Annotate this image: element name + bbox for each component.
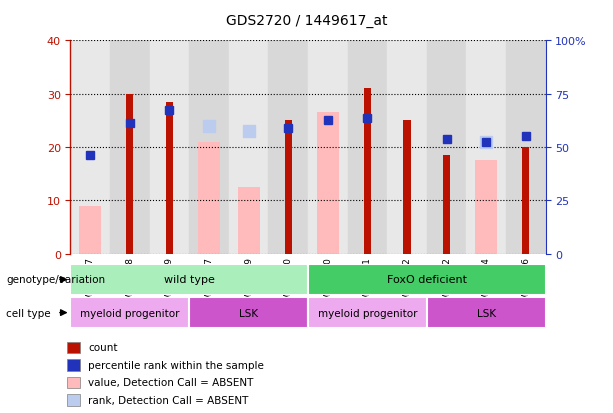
Bar <box>427 41 466 254</box>
Bar <box>317 113 339 254</box>
Bar <box>522 147 530 254</box>
Bar <box>506 41 546 254</box>
Bar <box>126 95 134 254</box>
Bar <box>70 41 110 254</box>
Bar <box>308 41 348 254</box>
Bar <box>284 121 292 254</box>
Bar <box>466 41 506 254</box>
Bar <box>150 41 189 254</box>
Bar <box>189 41 229 254</box>
Text: percentile rank within the sample: percentile rank within the sample <box>88 360 264 370</box>
Text: myeloid progenitor: myeloid progenitor <box>80 308 180 318</box>
Bar <box>189 297 308 328</box>
Text: count: count <box>88 342 118 352</box>
Bar <box>427 297 546 328</box>
Bar <box>70 264 308 295</box>
Text: genotype/variation: genotype/variation <box>6 275 105 285</box>
Text: rank, Detection Call = ABSENT: rank, Detection Call = ABSENT <box>88 395 249 405</box>
Bar <box>67 359 80 370</box>
Text: value, Detection Call = ABSENT: value, Detection Call = ABSENT <box>88 377 254 387</box>
Bar <box>67 377 80 388</box>
Bar <box>268 41 308 254</box>
Bar <box>67 342 80 353</box>
Text: LSK: LSK <box>477 308 496 318</box>
Bar <box>70 297 189 328</box>
Bar <box>308 264 546 295</box>
Text: LSK: LSK <box>239 308 258 318</box>
Bar <box>403 121 411 254</box>
Bar <box>348 41 387 254</box>
Text: myeloid progenitor: myeloid progenitor <box>318 308 417 318</box>
Bar <box>198 142 220 254</box>
Text: cell type: cell type <box>6 308 51 318</box>
Bar <box>80 206 101 254</box>
Bar <box>308 297 427 328</box>
Bar <box>67 394 80 406</box>
Text: GDS2720 / 1449617_at: GDS2720 / 1449617_at <box>226 14 387 28</box>
Bar <box>229 41 268 254</box>
Bar <box>443 156 450 254</box>
Bar <box>110 41 150 254</box>
Bar <box>475 161 497 254</box>
Text: FoxO deficient: FoxO deficient <box>387 275 467 285</box>
Bar <box>387 41 427 254</box>
Bar <box>364 89 371 254</box>
Bar <box>238 188 259 254</box>
Text: wild type: wild type <box>164 275 215 285</box>
Bar <box>166 102 173 254</box>
